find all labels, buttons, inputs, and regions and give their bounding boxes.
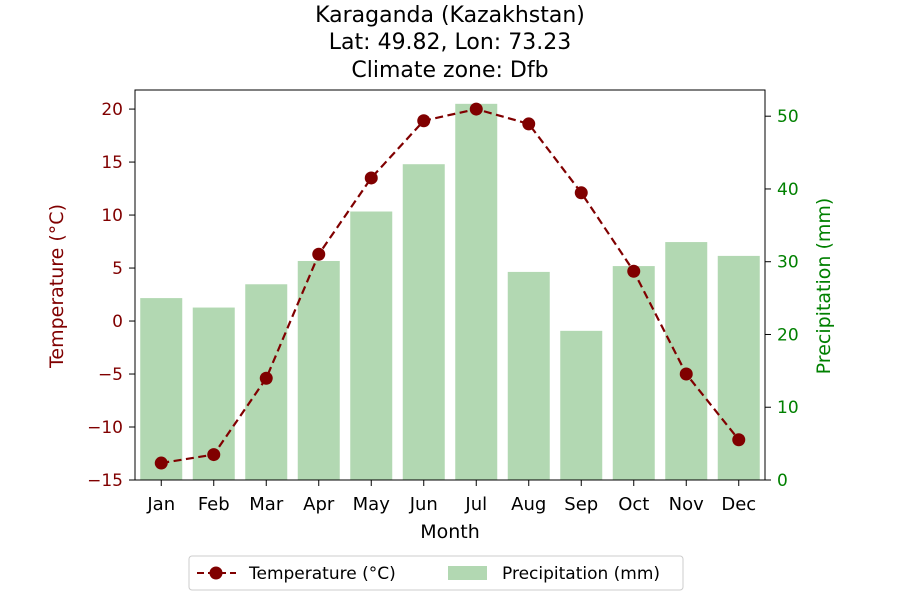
temperature-point-jun xyxy=(417,114,431,128)
legend-precipitation-swatch xyxy=(448,566,487,580)
temperature-point-dec xyxy=(732,433,746,447)
temperature-point-oct xyxy=(627,264,641,278)
x-tick-label: Jul xyxy=(464,494,487,515)
x-axis-label: Month xyxy=(420,521,480,543)
precipitation-bars xyxy=(140,103,760,481)
x-tick-label: Mar xyxy=(249,494,284,515)
precipitation-bar-sep xyxy=(560,330,603,480)
x-axis: Jan Feb Mar Apr May Jun Jul Aug Sep Oct Nov Dec xyxy=(146,480,756,515)
temperature-series-line xyxy=(161,107,740,465)
x-tick-label: Sep xyxy=(564,494,598,515)
precipitation-bar-jul xyxy=(455,103,498,481)
legend-precipitation-label: Precipitation (mm) xyxy=(502,564,660,584)
legend-temperature-marker xyxy=(209,566,223,580)
left-tick-label: 20 xyxy=(101,100,123,120)
y-axis-right-label: Precipitation (mm) xyxy=(813,198,835,375)
temperature-point-jul xyxy=(469,102,483,116)
title-line-2: Lat: 49.82, Lon: 73.23 xyxy=(329,30,571,55)
x-tick-label: Apr xyxy=(303,494,335,515)
x-tick-label: Oct xyxy=(618,494,649,515)
right-tick-label: 20 xyxy=(777,325,799,345)
precipitation-bar-may xyxy=(350,211,393,480)
precipitation-bar-apr xyxy=(297,260,340,480)
left-tick-label: −10 xyxy=(87,418,123,438)
legend-temperature-label: Temperature (°C) xyxy=(248,564,396,584)
x-tick-label: Jun xyxy=(409,494,438,515)
temperature-point-jan xyxy=(154,456,168,470)
temperature-point-apr xyxy=(312,247,326,261)
legend-frame xyxy=(188,555,684,591)
left-tick-label: 0 xyxy=(112,312,123,332)
x-tick-label: Nov xyxy=(669,494,704,515)
temperature-point-mar xyxy=(259,371,273,385)
right-tick-label: 0 xyxy=(777,471,788,491)
legend: Temperature (°C) Precipitation (mm) xyxy=(188,555,684,591)
left-axis: −15 −10 −5 0 5 10 15 20 xyxy=(87,100,135,491)
y-axis-left-label: Temperature (°C) xyxy=(46,204,68,369)
precipitation-bar-nov xyxy=(665,242,708,480)
precipitation-bar-oct xyxy=(612,266,655,480)
precipitation-bar-jan xyxy=(140,298,183,480)
chart-title: Karaganda (Kazakhstan) Lat: 49.82, Lon: … xyxy=(315,3,585,83)
temperature-point-feb xyxy=(207,448,221,462)
x-tick-label: Jan xyxy=(146,494,175,515)
plot-frame xyxy=(134,89,766,481)
temperature-point-aug xyxy=(522,117,536,131)
x-tick-label: Feb xyxy=(198,494,230,515)
right-axis: 0 10 20 30 40 50 xyxy=(765,107,799,491)
left-tick-label: 10 xyxy=(101,206,123,226)
temperature-point-sep xyxy=(574,186,588,200)
right-tick-label: 30 xyxy=(777,253,799,273)
precipitation-bar-dec xyxy=(717,255,760,480)
left-tick-label: 15 xyxy=(101,153,123,173)
right-tick-label: 10 xyxy=(777,398,799,418)
x-tick-label: Dec xyxy=(721,494,756,515)
right-tick-label: 50 xyxy=(777,107,799,127)
left-tick-label: −15 xyxy=(87,471,123,491)
left-tick-label: −5 xyxy=(98,365,123,385)
title-line-1: Karaganda (Kazakhstan) xyxy=(315,3,585,28)
temperature-line xyxy=(154,102,746,470)
temperature-point-may xyxy=(364,171,378,185)
x-tick-label: May xyxy=(353,494,391,515)
precipitation-bar-aug xyxy=(507,271,550,480)
title-line-3: Climate zone: Dfb xyxy=(351,58,548,83)
precipitation-bar-jun xyxy=(402,164,445,480)
x-tick-label: Aug xyxy=(511,494,546,515)
temperature-point-nov xyxy=(679,367,693,381)
left-tick-label: 5 xyxy=(112,259,123,279)
right-tick-label: 40 xyxy=(777,180,799,200)
